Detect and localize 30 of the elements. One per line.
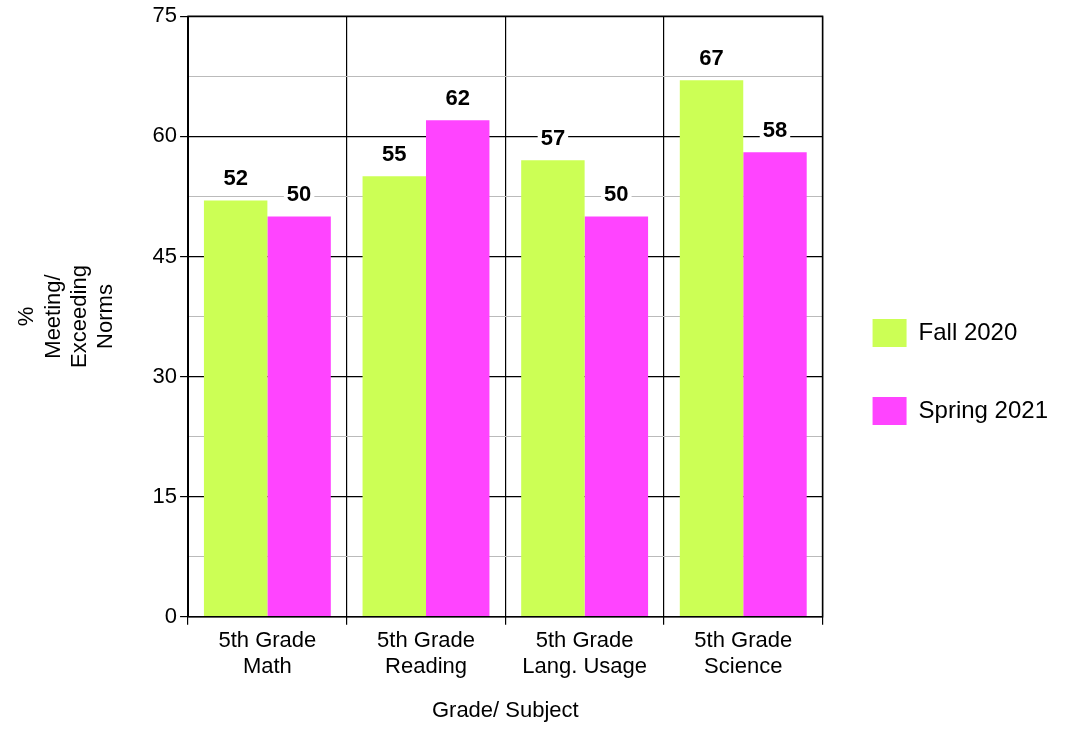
data-label: 57	[540, 125, 566, 151]
legend-label: Fall 2020	[918, 317, 1018, 345]
data-label: 50	[286, 181, 312, 207]
y-tick-label: 60	[152, 122, 178, 148]
y-tick-label: 15	[152, 482, 178, 508]
x-tick-label: 5th Grade Science	[694, 627, 793, 679]
y-axis-title: % Meeting/ Exceeding Norms	[13, 265, 118, 368]
bar	[679, 80, 744, 617]
x-tick-label: 5th Grade Reading	[377, 627, 475, 679]
data-label: 58	[762, 117, 788, 143]
x-tick-label: 5th Grade Math	[218, 627, 317, 679]
data-label: 55	[382, 141, 407, 167]
y-tick-label: 30	[152, 362, 178, 388]
bar	[267, 216, 331, 617]
bar	[521, 160, 585, 617]
data-label: 50	[604, 181, 629, 207]
bar	[584, 216, 649, 617]
bar	[362, 176, 427, 617]
bar	[426, 120, 490, 617]
legend-label: Spring 2021	[918, 395, 1048, 423]
y-tick-label: 0	[164, 602, 178, 628]
x-tick-label: 5th Grade Lang. Usage	[522, 627, 648, 679]
y-tick-label: 45	[152, 242, 178, 268]
data-label: 52	[223, 165, 248, 191]
x-axis-title: Grade/ Subject	[431, 696, 579, 722]
bar	[743, 152, 807, 617]
y-tick-label: 75	[152, 2, 178, 28]
bar	[203, 200, 268, 617]
data-label: 62	[445, 85, 470, 111]
data-label: 67	[699, 45, 724, 71]
